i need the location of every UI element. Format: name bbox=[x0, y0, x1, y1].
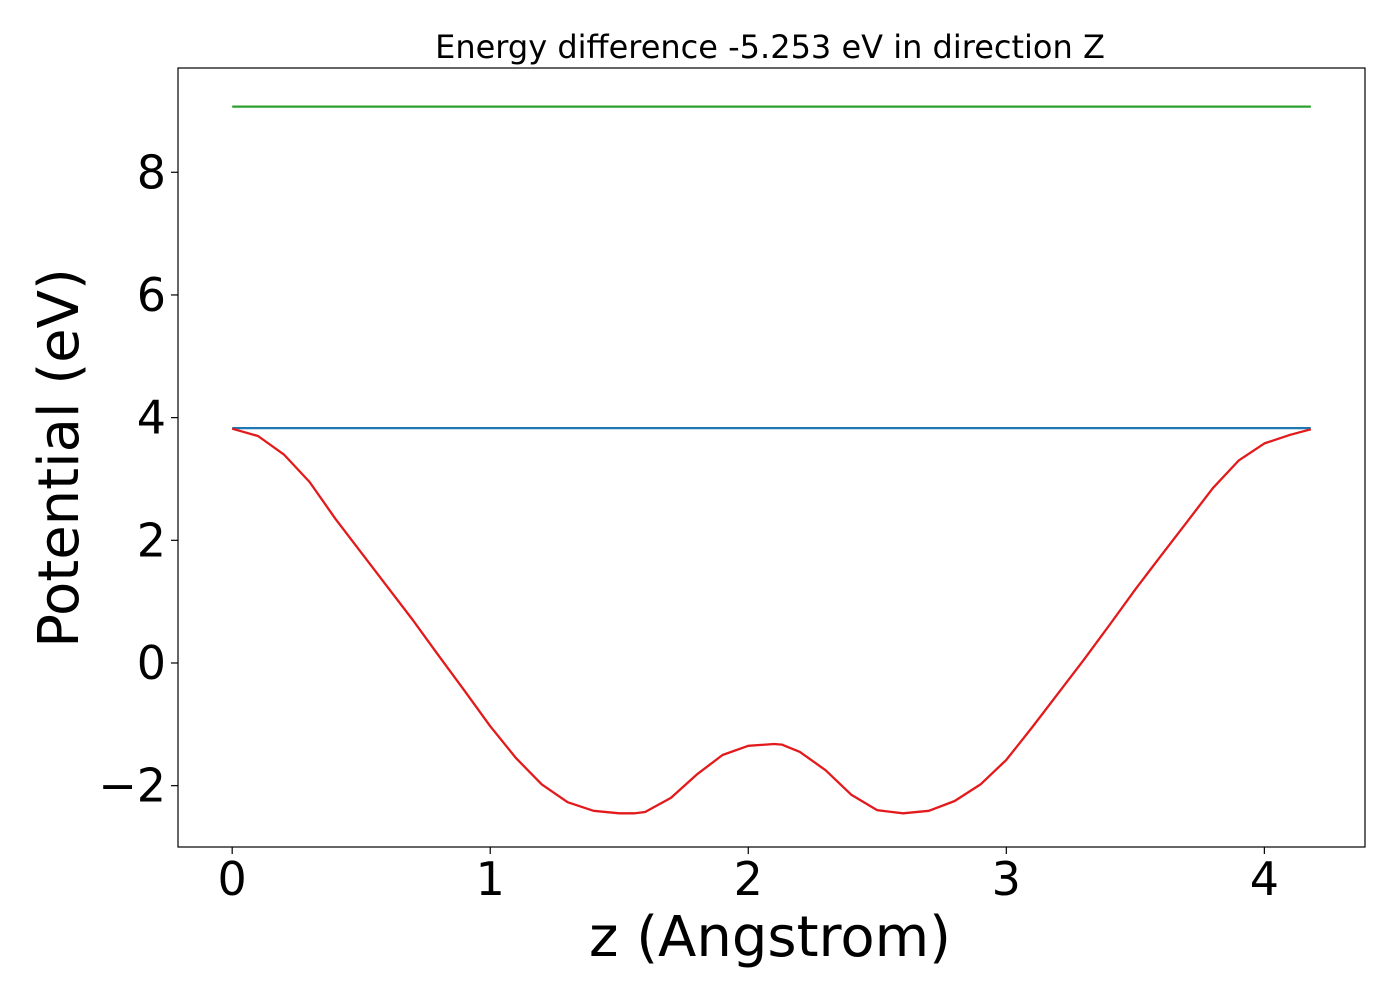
y-tick-label: 4 bbox=[137, 391, 166, 445]
x-tick-label: 2 bbox=[734, 852, 763, 906]
y-tick-label: 8 bbox=[137, 145, 166, 199]
y-axis: −2 0 2 4 6 8 bbox=[98, 145, 178, 813]
y-axis-label: Potential (eV) bbox=[27, 268, 92, 648]
x-tick-label: 0 bbox=[218, 852, 247, 906]
y-tick-label: 2 bbox=[137, 513, 166, 567]
chart-title: Energy difference -5.253 eV in direction… bbox=[435, 28, 1105, 66]
y-tick-label: 0 bbox=[137, 636, 166, 690]
series-layer bbox=[231, 105, 1312, 815]
plot-background bbox=[178, 68, 1365, 847]
y-tick-label: 6 bbox=[137, 268, 166, 322]
x-tick-label: 1 bbox=[476, 852, 505, 906]
x-axis-label: z (Angstrom) bbox=[589, 905, 951, 970]
x-tick-label: 4 bbox=[1250, 852, 1279, 906]
x-axis: 0 1 2 3 4 bbox=[218, 847, 1279, 906]
series-line-2 bbox=[231, 427, 1312, 815]
y-tick-label: −2 bbox=[98, 759, 166, 813]
plot-frame bbox=[177, 67, 1366, 848]
x-tick-label: 3 bbox=[992, 852, 1021, 906]
